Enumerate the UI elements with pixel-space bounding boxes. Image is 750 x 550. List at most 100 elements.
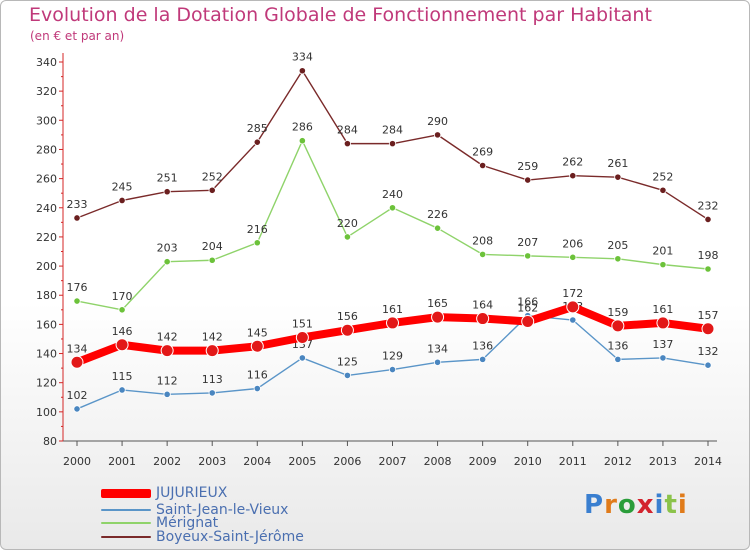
data-label-boyeux-saint-jerome: 252 — [202, 170, 223, 183]
data-label-merignat: 204 — [202, 240, 223, 253]
x-tick-label: 2007 — [379, 455, 407, 468]
data-label-saint-jean-le-vieux: 132 — [698, 345, 719, 358]
data-label-saint-jean-le-vieux: 115 — [112, 370, 133, 383]
y-tick-label: 80 — [43, 435, 57, 448]
data-point-jujurieux — [340, 323, 354, 337]
data-point-boyeux-saint-jerome — [704, 215, 712, 224]
y-tick-label: 260 — [36, 173, 57, 186]
data-point-jujurieux — [701, 322, 715, 336]
data-point-jujurieux — [566, 300, 580, 314]
logo-letter: x — [636, 490, 655, 520]
data-label-jujurieux: 145 — [247, 326, 268, 339]
data-point-saint-jean-le-vieux — [298, 354, 306, 362]
data-point-merignat — [118, 306, 126, 314]
data-label-merignat: 206 — [562, 237, 583, 250]
data-point-saint-jean-le-vieux — [163, 390, 171, 398]
data-label-jujurieux: 172 — [562, 287, 583, 300]
x-tick-label: 2005 — [288, 455, 316, 468]
logo-letter: o — [617, 490, 637, 520]
data-point-merignat — [659, 261, 667, 269]
data-label-merignat: 201 — [652, 245, 673, 258]
data-point-boyeux-saint-jerome — [298, 67, 306, 75]
proxiti-logo: Proxiti — [584, 490, 688, 520]
y-tick-label: 300 — [36, 114, 57, 127]
y-tick-label: 240 — [36, 202, 57, 215]
x-tick-label: 2012 — [604, 455, 632, 468]
x-tick-label: 2002 — [153, 455, 181, 468]
data-label-boyeux-saint-jerome: 269 — [472, 145, 493, 158]
data-label-jujurieux: 146 — [112, 325, 133, 338]
data-point-merignat — [569, 253, 577, 261]
data-point-merignat — [388, 204, 397, 212]
data-label-jujurieux: 161 — [652, 303, 673, 316]
data-label-jujurieux: 161 — [382, 303, 403, 316]
data-label-boyeux-saint-jerome: 251 — [157, 172, 178, 185]
data-point-jujurieux — [115, 338, 129, 352]
chart-title: Evolution de la Dotation Globale de Fonc… — [29, 4, 652, 26]
data-label-boyeux-saint-jerome: 252 — [652, 170, 673, 183]
y-tick-label: 220 — [36, 231, 57, 244]
data-label-saint-jean-le-vieux: 102 — [67, 389, 88, 402]
y-tick-label: 200 — [36, 260, 57, 273]
data-label-merignat: 208 — [472, 234, 493, 247]
data-label-saint-jean-le-vieux: 116 — [247, 369, 268, 382]
data-point-jujurieux — [250, 339, 264, 353]
data-label-boyeux-saint-jerome: 284 — [337, 124, 358, 137]
data-label-jujurieux: 134 — [67, 342, 88, 355]
legend-label-boyeux-saint-jerome: Boyeux-Saint-Jérôme — [156, 529, 304, 545]
data-label-saint-jean-le-vieux: 137 — [652, 338, 673, 351]
data-label-boyeux-saint-jerome: 232 — [698, 199, 719, 212]
data-point-merignat — [163, 258, 171, 266]
data-label-saint-jean-le-vieux: 129 — [382, 350, 403, 363]
data-point-boyeux-saint-jerome — [569, 172, 577, 180]
data-point-saint-jean-le-vieux — [569, 316, 577, 324]
data-label-jujurieux: 142 — [202, 331, 223, 344]
data-point-boyeux-saint-jerome — [163, 188, 171, 196]
data-label-jujurieux: 159 — [607, 306, 628, 319]
data-point-merignat — [253, 239, 261, 247]
data-point-boyeux-saint-jerome — [479, 161, 487, 170]
data-point-jujurieux — [476, 312, 490, 326]
y-tick-label: 160 — [36, 318, 57, 331]
legend-swatch-jujurieux — [101, 489, 151, 498]
data-point-merignat — [704, 265, 712, 273]
data-point-boyeux-saint-jerome — [614, 173, 622, 181]
x-tick-label: 2004 — [243, 455, 271, 468]
data-label-jujurieux: 156 — [337, 310, 358, 323]
data-point-saint-jean-le-vieux — [343, 371, 352, 380]
chart-subtitle: (en € et par an) — [30, 29, 125, 43]
data-label-boyeux-saint-jerome: 334 — [292, 51, 313, 64]
y-tick-label: 120 — [36, 377, 57, 390]
data-point-merignat — [524, 252, 532, 260]
data-point-jujurieux — [70, 355, 84, 369]
data-label-boyeux-saint-jerome: 262 — [562, 156, 583, 169]
data-label-boyeux-saint-jerome: 290 — [427, 115, 448, 128]
data-label-saint-jean-le-vieux: 136 — [472, 339, 493, 352]
logo-letter: r — [604, 490, 618, 520]
data-point-boyeux-saint-jerome — [253, 138, 261, 146]
data-point-jujurieux — [521, 314, 535, 328]
logo-letter: i — [677, 490, 688, 520]
y-tick-label: 320 — [36, 85, 57, 98]
data-point-merignat — [614, 255, 622, 263]
data-point-jujurieux — [431, 310, 445, 324]
data-point-boyeux-saint-jerome — [73, 214, 81, 222]
data-point-boyeux-saint-jerome — [433, 131, 442, 139]
y-tick-label: 280 — [36, 143, 57, 156]
data-label-boyeux-saint-jerome: 285 — [247, 122, 268, 135]
data-point-jujurieux — [656, 316, 670, 330]
data-point-merignat — [343, 233, 352, 241]
data-point-saint-jean-le-vieux — [614, 355, 622, 363]
y-tick-label: 100 — [36, 406, 57, 419]
legend-label-saint-jean-le-vieux: Saint-Jean-le-Vieux — [156, 502, 289, 518]
data-label-boyeux-saint-jerome: 233 — [67, 198, 88, 211]
x-tick-label: 2011 — [559, 455, 587, 468]
data-point-saint-jean-le-vieux — [433, 358, 442, 366]
data-point-merignat — [73, 297, 81, 305]
logo-letter: P — [584, 490, 605, 520]
data-label-boyeux-saint-jerome: 261 — [607, 157, 628, 170]
x-tick-label: 2006 — [333, 455, 361, 468]
data-point-merignat — [208, 256, 216, 264]
